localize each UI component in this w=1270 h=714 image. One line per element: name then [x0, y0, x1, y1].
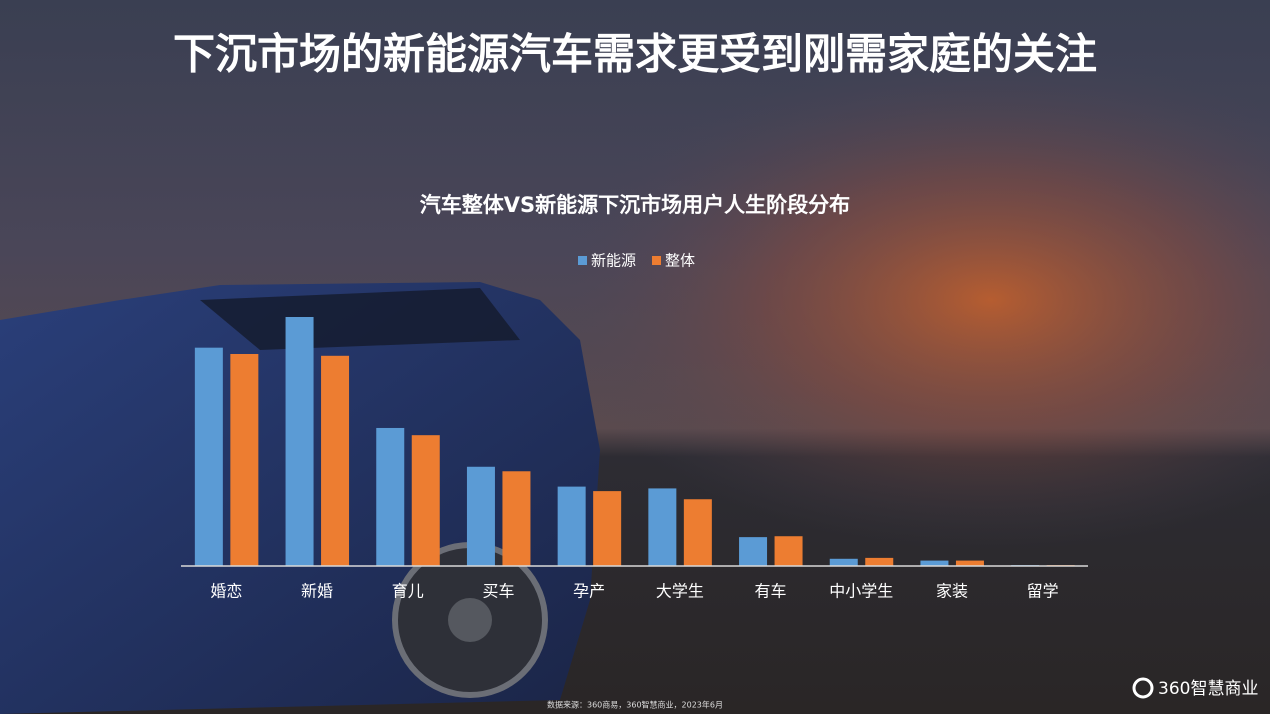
x-tick-label: 中小学生	[829, 582, 893, 601]
bar	[376, 427, 405, 566]
source-note: 数据来源：360商易，360智慧商业，2023年6月	[547, 700, 723, 710]
car-hub	[448, 598, 492, 642]
x-tick-label: 买车	[482, 582, 514, 601]
bar	[466, 466, 495, 566]
logo-text: 360智慧商业	[1158, 679, 1258, 699]
x-tick-label: 家装	[936, 582, 968, 601]
x-tick-label: 大学生	[656, 582, 704, 601]
bar	[411, 435, 440, 566]
x-tick-label: 婚恋	[210, 582, 242, 601]
bar	[321, 355, 350, 566]
legend-swatch	[578, 256, 587, 265]
legend-label: 整体	[665, 252, 695, 270]
bar	[683, 499, 712, 566]
slide-title: 下沉市场的新能源汽车需求更受到刚需家庭的关注	[173, 30, 1097, 79]
legend-swatch	[652, 256, 661, 265]
bar	[285, 317, 314, 566]
bar	[955, 560, 984, 566]
bar	[920, 560, 949, 566]
chart-title: 汽车整体VS新能源下沉市场用户人生阶段分布	[420, 193, 850, 217]
bar	[557, 486, 586, 566]
bar	[648, 488, 677, 566]
car-window	[200, 288, 520, 350]
bar	[593, 491, 622, 566]
x-tick-label: 留学	[1027, 582, 1059, 601]
logo: 360智慧商业	[1132, 677, 1258, 699]
bar	[502, 471, 531, 566]
bar	[230, 353, 259, 566]
x-tick-label: 育儿	[392, 582, 424, 601]
bar	[774, 536, 803, 566]
bar	[865, 557, 894, 566]
bar	[829, 558, 858, 566]
logo-icon	[1132, 677, 1154, 699]
bar	[739, 537, 768, 566]
x-tick-label: 新婚	[301, 582, 333, 601]
legend-label: 新能源	[591, 252, 636, 270]
x-tick-label: 孕产	[573, 582, 605, 601]
x-tick-label: 有车	[755, 582, 787, 601]
bar	[194, 347, 223, 566]
